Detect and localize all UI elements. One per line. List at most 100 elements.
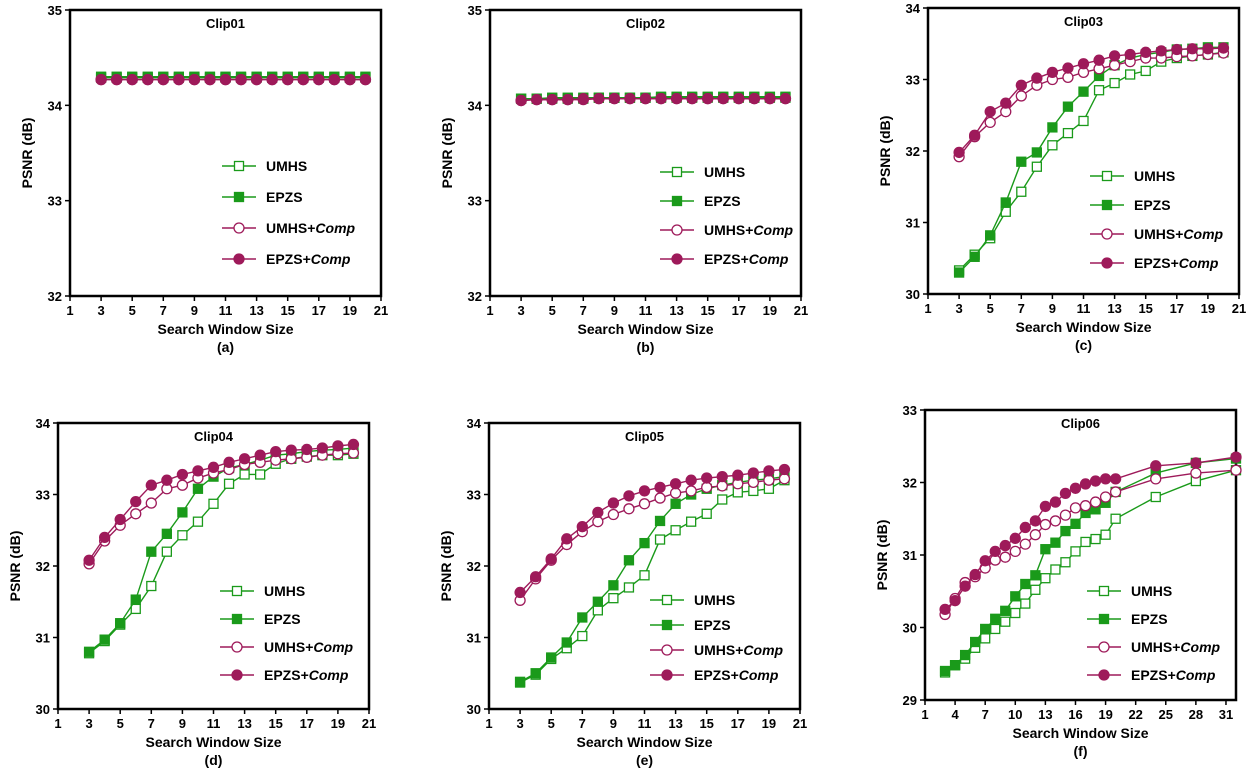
- y-tick-label: 30: [903, 621, 917, 636]
- data-point: [266, 73, 278, 86]
- data-point: [607, 508, 620, 521]
- x-tick-label: 3: [517, 303, 524, 318]
- data-point: [1062, 101, 1074, 112]
- legend-label: UMHS+Comp: [1131, 639, 1221, 655]
- data-point: [623, 582, 635, 593]
- x-tick-label: 5: [987, 301, 994, 316]
- data-point: [623, 490, 635, 502]
- y-tick-label: 33: [468, 194, 482, 209]
- legend-label: UMHS: [266, 158, 307, 174]
- legend-label: EPZS: [264, 611, 301, 627]
- data-point: [1186, 43, 1198, 55]
- data-point: [1039, 500, 1052, 513]
- data-point: [577, 630, 588, 642]
- data-point: [1077, 58, 1090, 70]
- data-point: [1000, 97, 1012, 109]
- data-point: [328, 73, 341, 86]
- x-tick-label: 3: [516, 716, 523, 731]
- data-point: [546, 93, 558, 106]
- x-tick-label: 15: [699, 716, 713, 731]
- data-point: [577, 93, 589, 105]
- x-tick-label: 19: [343, 303, 357, 318]
- x-tick-label: 11: [1077, 301, 1091, 316]
- panel-caption: (f): [1074, 743, 1088, 759]
- data-point: [1000, 605, 1011, 616]
- x-tick-label: 21: [794, 303, 808, 318]
- data-point: [223, 456, 235, 468]
- legend: UMHS EPZS UMHS+Comp EPZS+Comp: [650, 592, 784, 683]
- data-point: [130, 508, 142, 520]
- data-point: [176, 479, 189, 491]
- data-point: [592, 516, 604, 528]
- data-point: [204, 73, 216, 86]
- legend-marker: [231, 669, 243, 681]
- x-tick-label: 17: [731, 716, 745, 731]
- chart-title: Clip03: [1064, 14, 1103, 29]
- y-axis-label: PSNR (dB): [439, 118, 455, 189]
- data-point: [654, 515, 666, 527]
- data-point: [985, 230, 996, 241]
- y-tick-label: 34: [36, 416, 51, 431]
- data-point: [530, 668, 541, 679]
- chart-panel-6: 1 4 7 10 13 16 19 22 25 28 31 29 30 31 32 33 Clip06 Searc…: [874, 403, 1242, 759]
- legend-label: UMHS+Comp: [704, 222, 794, 238]
- legend-label: UMHS+Comp: [1134, 226, 1224, 242]
- data-point: [1015, 90, 1027, 102]
- data-point: [142, 73, 154, 86]
- data-point: [1060, 525, 1071, 537]
- data-point: [1109, 486, 1122, 498]
- data-point: [1016, 186, 1027, 197]
- data-point: [1000, 616, 1011, 627]
- data-point: [208, 498, 219, 509]
- data-point: [1140, 46, 1152, 58]
- legend-label: EPZS+Comp: [266, 251, 351, 267]
- data-point: [176, 468, 189, 481]
- x-axis-label: Search Window Size: [157, 321, 293, 337]
- legend-marker: [671, 166, 683, 178]
- x-tick-label: 7: [579, 716, 586, 731]
- x-tick-label: 9: [179, 716, 186, 731]
- data-point: [701, 481, 713, 494]
- data-point: [686, 516, 697, 527]
- x-tick-label: 17: [312, 303, 326, 318]
- x-tick-label: 13: [237, 716, 251, 731]
- data-point: [114, 513, 126, 526]
- data-point: [1124, 48, 1136, 61]
- x-tick-label: 10: [1008, 707, 1022, 722]
- y-tick-label: 34: [48, 98, 63, 113]
- data-point: [1150, 473, 1162, 485]
- data-point: [130, 495, 142, 508]
- data-point: [1009, 532, 1021, 544]
- y-tick-label: 33: [48, 194, 62, 209]
- legend-label: UMHS: [1131, 583, 1172, 599]
- x-tick-label: 9: [191, 303, 198, 318]
- data-point: [188, 73, 201, 86]
- legend-marker: [661, 669, 673, 681]
- series-line: [958, 47, 1224, 153]
- data-point: [1078, 115, 1089, 127]
- x-tick-label: 13: [249, 303, 263, 318]
- data-point: [639, 93, 652, 105]
- data-point: [1109, 77, 1120, 89]
- legend-label: UMHS+Comp: [266, 220, 356, 236]
- data-point: [608, 580, 619, 591]
- chart-title: Clip05: [625, 429, 664, 444]
- data-point: [576, 521, 588, 533]
- x-tick-label: 11: [207, 716, 221, 731]
- data-point: [1039, 518, 1052, 531]
- data-point: [1093, 85, 1105, 96]
- x-tick-label: 19: [331, 716, 345, 731]
- legend-marker: [1101, 228, 1113, 240]
- data-point: [223, 478, 235, 489]
- data-point: [332, 440, 344, 452]
- data-point: [669, 487, 682, 499]
- data-point: [1125, 69, 1136, 80]
- data-point: [1030, 584, 1041, 595]
- x-tick-label: 17: [732, 303, 746, 318]
- series-umhs-comp: [83, 447, 360, 570]
- legend-marker: [231, 613, 243, 625]
- legend-label: UMHS: [704, 164, 745, 180]
- data-point: [192, 465, 204, 477]
- data-point: [717, 93, 729, 105]
- x-tick-label: 1: [924, 301, 931, 316]
